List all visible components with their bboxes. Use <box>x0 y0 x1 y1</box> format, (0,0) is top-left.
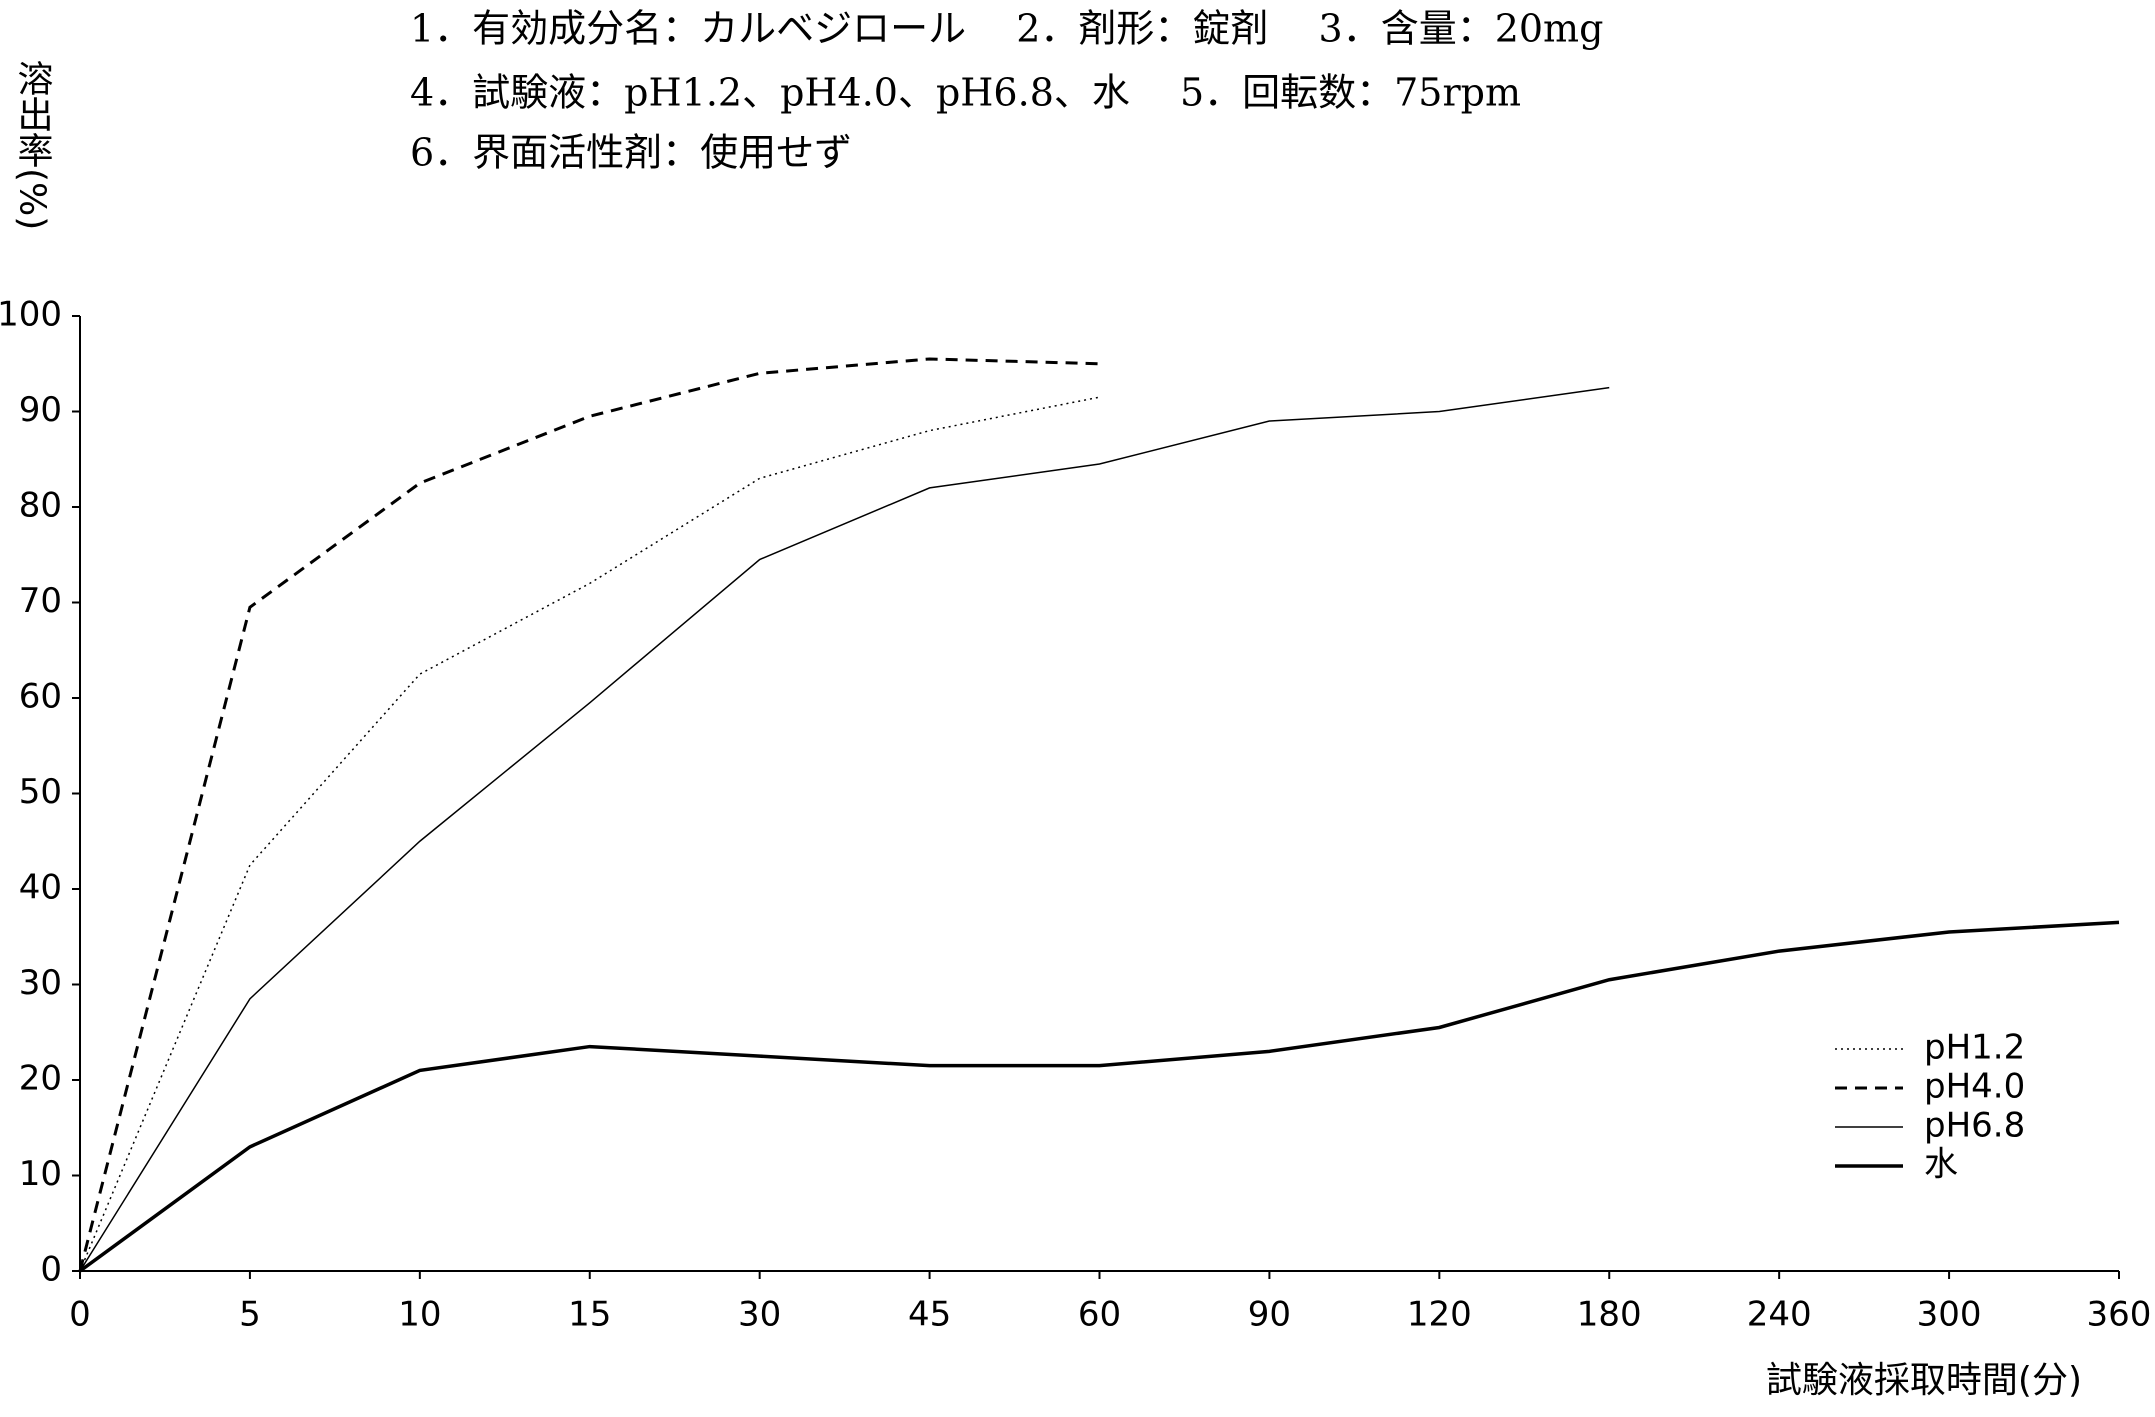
y-tick-label: 80 <box>19 486 62 526</box>
header-line: 6．界面活性剤：使用せず <box>410 131 852 175</box>
y-axis-label: 溶出率(%) <box>12 60 53 231</box>
x-tick-label: 90 <box>1248 1295 1291 1335</box>
x-tick-label: 180 <box>1577 1295 1642 1335</box>
x-tick-label: 15 <box>568 1295 611 1335</box>
x-tick-label: 300 <box>1917 1295 1982 1335</box>
header-line: 1．有効成分名：カルベジロール 2．剤形：錠剤 3．含量：20mg <box>410 7 1603 51</box>
x-tick-label: 60 <box>1078 1295 1121 1335</box>
y-tick-label: 70 <box>19 581 62 621</box>
y-tick-label: 50 <box>19 772 62 812</box>
legend-label: pH6.8 <box>1924 1106 2025 1146</box>
y-tick-label: 20 <box>19 1059 62 1099</box>
y-tick-label: 100 <box>0 295 62 335</box>
y-tick-label: 30 <box>19 963 62 1003</box>
series-line <box>78 920 2120 1273</box>
legend-label: 水 <box>1924 1145 1958 1185</box>
y-tick-label: 0 <box>40 1250 62 1290</box>
x-tick-label: 10 <box>398 1295 441 1335</box>
legend-label: pH4.0 <box>1924 1067 2025 1107</box>
x-tick-label: 30 <box>738 1295 781 1335</box>
x-tick-label: 0 <box>69 1295 91 1335</box>
x-tick-label: 360 <box>2087 1295 2152 1335</box>
y-tick-label: 10 <box>19 1154 62 1194</box>
x-tick-label: 45 <box>908 1295 951 1335</box>
legend-label: pH1.2 <box>1924 1028 2025 1068</box>
series-line <box>79 386 1610 1272</box>
x-tick-label: 120 <box>1407 1295 1472 1335</box>
axes <box>79 316 2119 1272</box>
series-line <box>79 396 1100 1272</box>
y-tick-label: 60 <box>19 677 62 717</box>
y-tick-label: 40 <box>19 868 62 908</box>
header-line: 4．試験液：pH1.2、pH4.0、pH6.8、水 5．回転数：75rpm <box>410 71 1521 115</box>
series-line <box>78 357 1100 1272</box>
x-tick-label: 240 <box>1747 1295 1812 1335</box>
x-tick-label: 5 <box>239 1295 261 1335</box>
x-axis-label: 試験液採取時間(分) <box>1766 1360 2082 1401</box>
y-tick-label: 90 <box>19 390 62 430</box>
